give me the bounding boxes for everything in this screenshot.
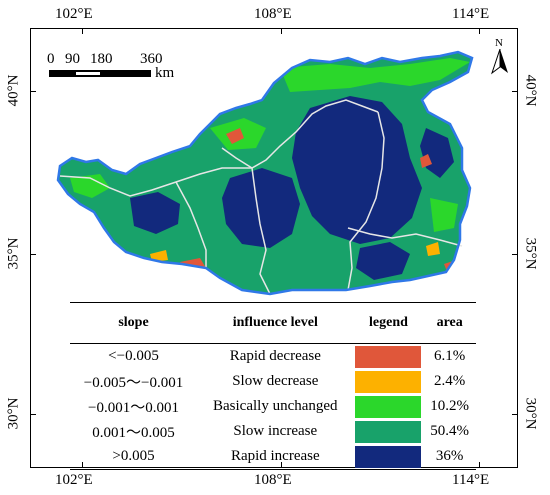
- scale-tick-0: 0: [47, 51, 55, 67]
- legend-slope: −0.001～0.001: [88, 400, 179, 416]
- legend-swatch-rapid-decrease: [355, 345, 422, 368]
- rapid-increase-southwest: [130, 192, 180, 234]
- legend-header-slope: slope: [70, 302, 198, 344]
- province-boundaries: [59, 99, 463, 295]
- legend-level: Rapid decrease: [229, 348, 321, 364]
- legend-swatch-unchanged: [355, 395, 422, 418]
- north-label: N: [495, 37, 503, 49]
- legend-swatch-slow-decrease: [355, 370, 422, 393]
- lat-label-left-40: 40°N: [5, 74, 22, 107]
- legend-slope: 0.001～0.005: [92, 425, 175, 441]
- unchanged-east: [430, 198, 458, 232]
- lon-label-bottom-114: 114°E: [452, 472, 490, 488]
- legend-row: −0.005～−0.001 Slow decrease 2.4%: [70, 369, 476, 394]
- tick-right-35: [512, 254, 518, 255]
- north-arrow: N: [490, 36, 510, 78]
- tick-top-114: [479, 28, 480, 34]
- legend-table: slope influence level legend area <−0.00…: [70, 302, 476, 470]
- lon-label-top-108: 108°E: [254, 6, 292, 22]
- slow-decrease-spot-1: [150, 250, 168, 262]
- lat-label-right-35: 35°N: [522, 237, 539, 270]
- legend-row: <−0.005 Rapid decrease 6.1%: [70, 344, 476, 370]
- north-arrow-icon: [491, 49, 508, 75]
- lon-label-top-114: 114°E: [452, 6, 490, 22]
- legend-header-area: area: [423, 302, 476, 344]
- scale-tick-180: 180: [90, 51, 113, 67]
- legend-swatch-slow-increase: [355, 420, 422, 443]
- lat-label-right-30: 30°N: [522, 397, 539, 430]
- legend-level: Slow increase: [233, 423, 318, 439]
- tick-right-40: [512, 91, 518, 92]
- legend-row: −0.001～0.001 Basically unchanged 10.2%: [70, 394, 476, 419]
- lat-label-left-30: 30°N: [5, 397, 22, 430]
- tick-left-40: [30, 91, 36, 92]
- legend-slope: −0.005～−0.001: [83, 375, 184, 391]
- legend-level: Rapid increase: [197, 444, 354, 470]
- legend-header-legend: legend: [353, 302, 424, 344]
- legend-swatch-rapid-increase: [355, 445, 422, 468]
- loess-plateau-map: [56, 50, 474, 296]
- scale-bar-graphic: [49, 70, 151, 77]
- lon-label-top-102: 102°E: [55, 6, 93, 22]
- unchanged-west: [70, 174, 110, 198]
- tick-top-102: [82, 28, 83, 34]
- legend-area: 50.4%: [430, 423, 470, 439]
- rapid-decrease-spot-1: [226, 128, 244, 144]
- legend-slope: <−0.005: [108, 348, 159, 364]
- lon-label-bottom-108: 108°E: [254, 472, 292, 488]
- tick-left-30: [30, 414, 36, 415]
- legend-area: 10.2%: [430, 398, 470, 414]
- rapid-increase-west: [222, 168, 300, 248]
- tick-bottom-114: [479, 462, 480, 468]
- legend-area: 36%: [423, 444, 476, 470]
- legend-row: >0.005 Rapid increase 36%: [70, 444, 476, 470]
- rapid-increase-south: [356, 242, 410, 280]
- rapid-decrease-spot-2: [420, 154, 432, 168]
- rapid-increase-central: [292, 96, 422, 244]
- scale-tick-90: 90: [65, 51, 80, 67]
- legend-header-row: slope influence level legend area: [70, 302, 476, 344]
- unchanged-north: [280, 58, 470, 92]
- tick-top-108: [281, 28, 282, 34]
- scale-tick-360: 360: [140, 51, 163, 67]
- legend-area: 2.4%: [434, 373, 466, 389]
- legend-area: 6.1%: [434, 348, 466, 364]
- legend-header-influence: influence level: [197, 302, 354, 344]
- study-area-boundary: [56, 50, 474, 296]
- tick-right-30: [512, 414, 518, 415]
- legend-row: 0.001～0.005 Slow increase 50.4%: [70, 419, 476, 444]
- lon-label-bottom-102: 102°E: [55, 472, 93, 488]
- legend-level: Slow decrease: [232, 373, 319, 389]
- legend-level: Basically unchanged: [213, 398, 338, 414]
- scale-unit: km: [155, 65, 175, 81]
- lat-label-right-40: 40°N: [522, 74, 539, 107]
- lat-label-left-35: 35°N: [5, 237, 22, 270]
- slow-decrease-spot-2: [426, 242, 440, 256]
- legend-slope: >0.005: [70, 444, 198, 470]
- tick-left-35: [30, 254, 36, 255]
- rapid-increase-east: [420, 128, 454, 178]
